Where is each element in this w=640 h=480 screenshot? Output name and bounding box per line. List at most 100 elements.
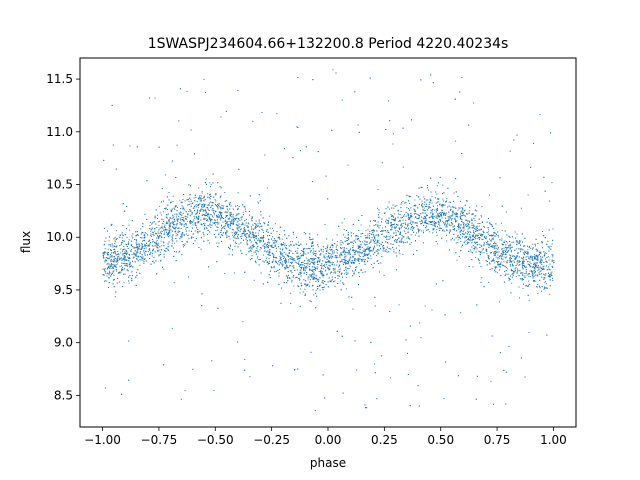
data-point [253, 235, 254, 237]
data-point [357, 236, 359, 238]
data-point [457, 209, 459, 211]
data-point [155, 244, 157, 246]
data-point [164, 225, 166, 227]
data-point [458, 255, 460, 257]
data-point [539, 266, 541, 268]
data-point [479, 223, 481, 224]
data-point [124, 257, 126, 259]
data-point [443, 192, 445, 194]
data-point [537, 284, 539, 285]
data-point [489, 222, 491, 224]
data-point [126, 256, 128, 258]
data-point [416, 225, 418, 227]
data-point [421, 200, 423, 202]
data-point [200, 208, 202, 210]
data-point [480, 215, 482, 217]
data-point [314, 261, 316, 263]
data-point [529, 265, 531, 267]
data-point [151, 255, 153, 257]
data-point [528, 331, 530, 333]
data-point [431, 215, 433, 217]
data-point [471, 227, 473, 229]
data-point [222, 205, 224, 207]
data-point [175, 235, 177, 237]
data-point [367, 246, 369, 248]
data-point [267, 247, 269, 249]
data-point [178, 212, 180, 214]
data-point [241, 223, 243, 225]
data-point [141, 231, 143, 233]
data-point [374, 245, 375, 247]
data-point [444, 224, 446, 226]
data-point [479, 247, 481, 248]
data-point [236, 228, 238, 230]
data-point [204, 92, 206, 93]
data-point [509, 150, 511, 152]
data-point [490, 252, 492, 254]
data-point [247, 230, 249, 232]
data-point [539, 252, 541, 254]
data-point [528, 280, 530, 282]
data-point [354, 249, 356, 251]
data-point [333, 252, 335, 254]
data-point [488, 255, 490, 257]
data-point [151, 231, 153, 233]
data-point [108, 282, 110, 284]
data-point [274, 223, 276, 225]
data-point [121, 259, 123, 261]
data-point [168, 220, 170, 222]
data-point [111, 268, 113, 269]
data-point [180, 236, 182, 238]
data-point [538, 250, 540, 252]
data-point [393, 207, 395, 209]
data-point [388, 251, 390, 253]
data-point [194, 194, 196, 196]
data-point [269, 251, 271, 253]
data-point [299, 267, 301, 269]
data-point [172, 201, 174, 203]
data-point [260, 247, 261, 248]
data-point [113, 251, 115, 253]
data-point [132, 260, 133, 262]
data-point [443, 212, 445, 214]
data-point [264, 154, 266, 156]
data-point [491, 224, 493, 226]
data-point [475, 247, 477, 249]
data-point [391, 227, 393, 229]
data-point [313, 294, 315, 296]
data-point [325, 266, 327, 268]
data-point [333, 281, 335, 283]
data-point [179, 250, 181, 252]
data-point [527, 249, 529, 251]
data-point [297, 77, 299, 78]
data-point [377, 241, 379, 243]
data-point [460, 224, 462, 226]
data-point [211, 219, 213, 221]
data-point [150, 235, 152, 237]
data-point [519, 264, 521, 265]
data-point [455, 207, 457, 209]
data-point [340, 253, 342, 255]
data-point [224, 219, 226, 221]
data-point [344, 250, 346, 252]
data-point [273, 247, 275, 249]
data-point [196, 212, 198, 214]
data-point [252, 233, 254, 235]
data-point [130, 251, 132, 252]
data-point [265, 259, 267, 261]
data-point [208, 217, 210, 219]
data-point [364, 235, 366, 236]
data-point [264, 246, 266, 248]
data-point [310, 239, 311, 241]
data-point [390, 215, 392, 217]
data-point [543, 288, 545, 290]
data-point [114, 242, 116, 244]
data-point [478, 250, 480, 252]
data-point [289, 270, 291, 272]
data-point [332, 239, 334, 241]
data-point [311, 243, 313, 245]
data-point [194, 153, 195, 155]
data-point [302, 291, 304, 293]
data-point [525, 256, 527, 258]
data-point [417, 207, 419, 209]
